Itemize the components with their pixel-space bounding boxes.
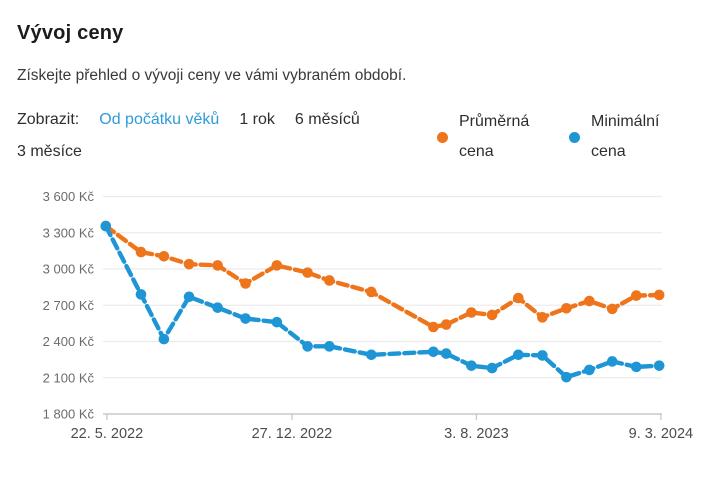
minimum-price-dot-icon <box>569 131 580 143</box>
svg-text:1 800 Kč: 1 800 Kč <box>43 407 95 422</box>
filter-option-6-months[interactable]: 6 měsíců <box>294 111 360 128</box>
filter-option-1-year[interactable]: 1 rok <box>239 111 275 128</box>
chart-legend: Průměrná cena Minimální cena <box>437 107 709 167</box>
svg-text:27. 12. 2022: 27. 12. 2022 <box>252 426 333 442</box>
filter-option-all-time[interactable]: Od počátku věků <box>99 111 220 128</box>
filter-label: Zobrazit: <box>17 111 80 128</box>
price-history-section: Vývoj ceny Získejte přehled o vývoji cen… <box>0 22 726 473</box>
legend-item-minimum-price: Minimální cena <box>569 107 675 167</box>
average-price-dot-icon <box>437 131 448 143</box>
svg-text:22. 5. 2022: 22. 5. 2022 <box>71 426 144 442</box>
svg-text:3. 8. 2023: 3. 8. 2023 <box>444 426 509 442</box>
legend-label-average-price: Průměrná cena <box>459 113 530 160</box>
svg-text:3 600 Kč: 3 600 Kč <box>43 189 95 204</box>
price-history-chart-area: 3 600 Kč 3 300 Kč 3 000 Kč 2 700 Kč 2 400 Kč… <box>0 173 726 473</box>
price-history-chart[interactable]: 3 600 Kč 3 300 Kč 3 000 Kč 2 700 Kč 2 400 Kč… <box>0 173 726 473</box>
chart-controls: Zobrazit: Od počátku věků 1 rok 6 měsíců… <box>17 107 709 167</box>
period-filter-group: Zobrazit: Od počátku věků 1 rok 6 měsíců… <box>17 107 427 164</box>
svg-text:9. 3. 2024: 9. 3. 2024 <box>629 426 694 442</box>
legend-label-minimum-price: Minimální cena <box>591 113 660 160</box>
page-title: Vývoj ceny <box>17 22 124 44</box>
svg-text:2 400 Kč: 2 400 Kč <box>43 334 95 349</box>
svg-text:3 300 Kč: 3 300 Kč <box>43 225 95 240</box>
filter-option-3-months[interactable]: 3 měsíce <box>17 142 82 160</box>
page-subtitle: Získejte přehled o vývoji ceny ve vámi v… <box>17 67 407 84</box>
svg-text:2 100 Kč: 2 100 Kč <box>43 370 95 385</box>
svg-text:2 700 Kč: 2 700 Kč <box>43 298 95 313</box>
svg-text:3 000 Kč: 3 000 Kč <box>43 262 95 277</box>
legend-item-average-price: Průměrná cena <box>437 107 543 167</box>
